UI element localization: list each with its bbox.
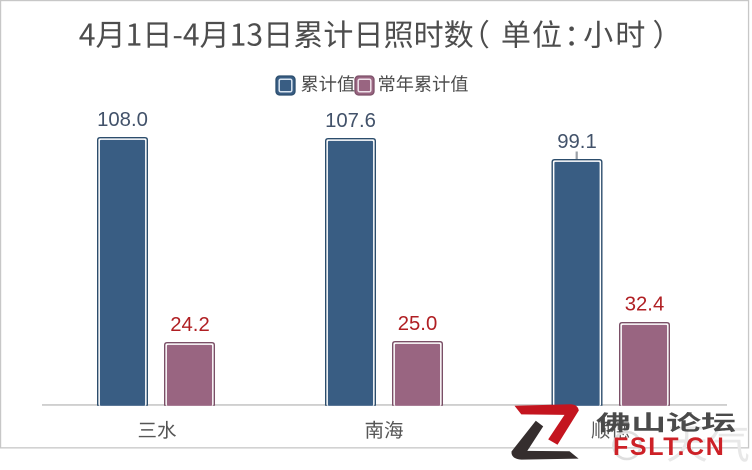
svg-text:32.4: 32.4 xyxy=(625,294,664,316)
svg-text:FSLT.CN: FSLT.CN xyxy=(613,433,725,461)
svg-text:107.6: 107.6 xyxy=(325,110,376,132)
svg-text:108.0: 108.0 xyxy=(97,109,148,131)
svg-text:25.0: 25.0 xyxy=(398,313,437,335)
svg-text:99.1: 99.1 xyxy=(557,131,596,153)
svg-text:24.2: 24.2 xyxy=(170,314,209,336)
